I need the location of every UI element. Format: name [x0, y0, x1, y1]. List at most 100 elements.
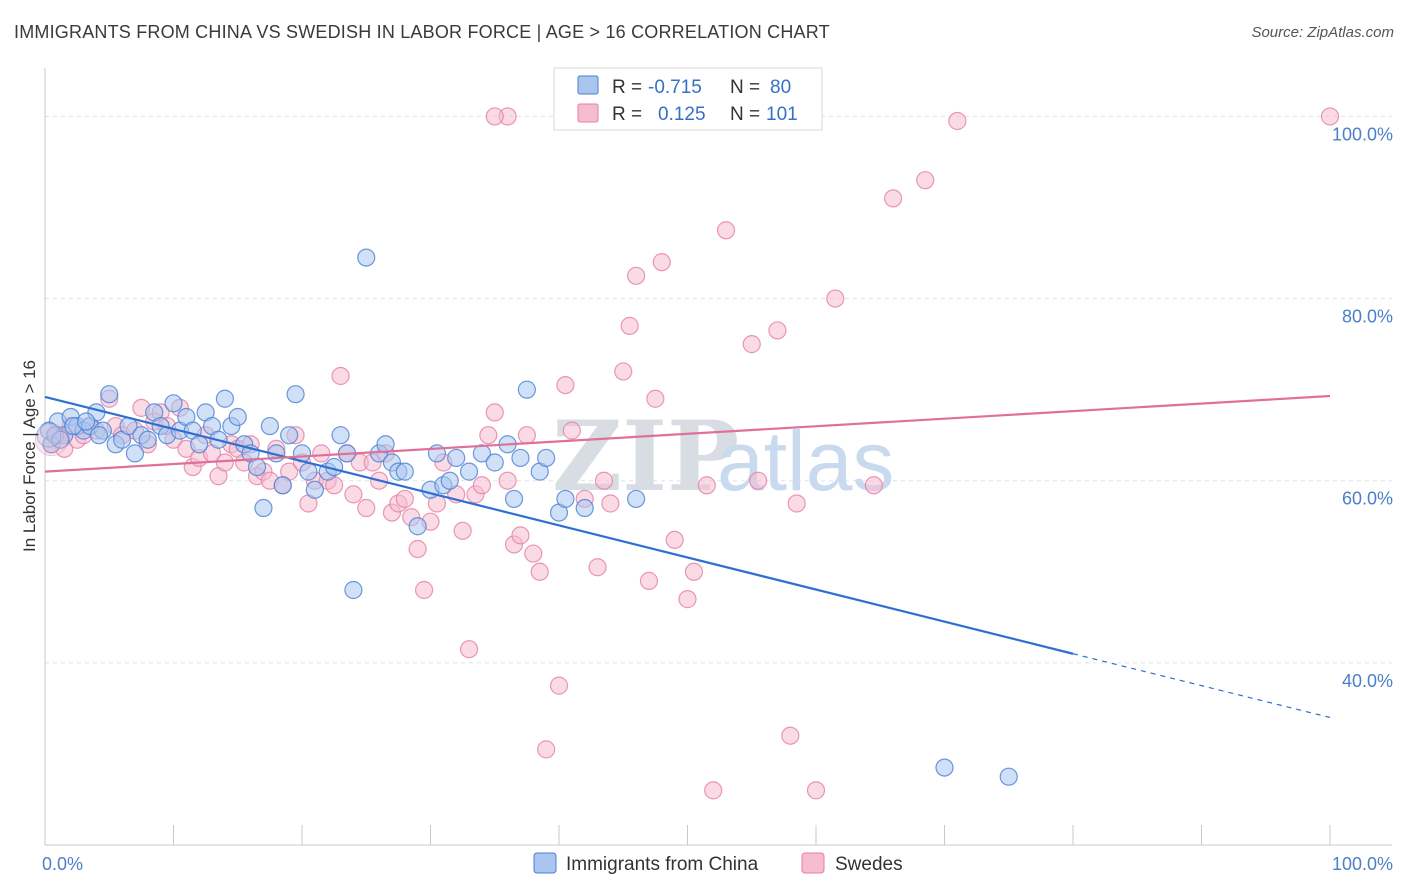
point-swedes [1320, 107, 1340, 126]
point-swedes [742, 335, 761, 354]
point-china [247, 457, 267, 477]
point-china [517, 380, 536, 399]
x-tick-label-end: 100.0% [1332, 854, 1393, 874]
trend-line-china [44, 395, 1074, 655]
point-swedes [549, 676, 569, 695]
point-swedes [479, 426, 498, 445]
point-swedes [665, 530, 684, 550]
point-swedes-cluster [34, 423, 68, 457]
point-swedes [601, 494, 620, 513]
point-swedes [646, 389, 665, 408]
axes-layer: 40.0% 60.0% 80.0% 100.0% 0.0% 100.0% [42, 68, 1393, 874]
point-swedes [864, 476, 883, 495]
point-china [626, 489, 646, 509]
point-china [260, 416, 279, 436]
point-swedes [485, 107, 504, 126]
chart-title: IMMIGRANTS FROM CHINA VS SWEDISH IN LABO… [14, 22, 830, 42]
point-swedes [459, 640, 479, 659]
trend-layer [44, 394, 1331, 719]
point-china [537, 448, 556, 468]
point-china [164, 394, 183, 413]
point-china [215, 389, 234, 408]
point-china [125, 444, 145, 463]
point-china [344, 580, 363, 600]
point-swedes [357, 498, 376, 518]
series-legend: Immigrants from China Swedes [533, 852, 903, 875]
point-china [254, 498, 273, 518]
x-tick-label-start: 0.0% [42, 854, 83, 874]
y-tick-label: 40.0% [1342, 671, 1393, 691]
point-china [77, 412, 96, 431]
point-swedes [530, 562, 549, 581]
y-axis-label: In Labor Force | Age > 16 [20, 360, 39, 552]
point-swedes [620, 316, 639, 335]
grid-layer [45, 115, 1392, 664]
watermark: ZIP atlas [552, 400, 894, 513]
point-swedes [588, 558, 607, 577]
point-china-cluster [36, 422, 62, 448]
point-swedes [697, 476, 716, 495]
point-swedes [453, 521, 472, 540]
point-swedes [626, 266, 646, 285]
point-china [357, 248, 376, 267]
point-china [89, 426, 109, 445]
point-china [935, 758, 954, 777]
point-china [100, 385, 119, 404]
point-swedes [806, 781, 826, 800]
legend-n-value-china: 80 [770, 77, 791, 98]
legend-r-label-swedes: R = [612, 104, 642, 125]
point-china [575, 498, 594, 518]
point-china [556, 489, 575, 509]
point-china [331, 426, 350, 445]
watermark-atlas: atlas [717, 414, 894, 508]
point-swedes [826, 289, 845, 308]
legend-n-label-china: N = [730, 77, 760, 98]
point-swedes [684, 562, 704, 581]
point-swedes [781, 726, 800, 745]
point-swedes [639, 571, 659, 590]
point-swedes [787, 494, 806, 513]
series-swatch-china [533, 852, 557, 874]
legend-swatch-china [577, 75, 599, 95]
y-tick-label: 100.0% [1332, 124, 1393, 144]
point-swedes [768, 321, 787, 340]
series-swatch-swedes [801, 852, 825, 874]
point-swedes [704, 781, 723, 800]
point-china [999, 767, 1018, 786]
point-swedes [948, 111, 967, 131]
point-china [286, 385, 305, 404]
point-swedes [517, 426, 536, 445]
point-swedes [916, 171, 935, 190]
legend-r-value-swedes: 0.125 [658, 104, 706, 125]
point-china [138, 430, 157, 449]
point-china [485, 453, 504, 472]
legend-r-value-china: -0.715 [648, 77, 702, 98]
legend-box [553, 67, 823, 131]
point-swedes [331, 366, 350, 386]
legend-r-label-china: R = [612, 77, 642, 98]
point-china [440, 471, 459, 490]
point-swedes [537, 740, 556, 759]
point-swedes [614, 362, 633, 381]
point-swedes [344, 485, 363, 504]
point-china [51, 430, 70, 449]
point-swedes [556, 375, 575, 395]
point-swedes [883, 189, 903, 208]
point-swedes [562, 421, 581, 440]
point-swedes [716, 221, 736, 240]
point-swedes [524, 544, 543, 563]
point-swedes [414, 580, 434, 600]
y-tick-label: 60.0% [1342, 489, 1393, 509]
trend-line-china-extension [1072, 653, 1331, 719]
point-swedes [395, 489, 414, 509]
point-china [511, 448, 530, 468]
point-china [395, 462, 414, 481]
point-swedes [498, 471, 517, 490]
point-swedes [472, 476, 491, 495]
point-swedes [215, 453, 234, 472]
point-china [299, 462, 318, 481]
point-china [228, 407, 247, 427]
trend-line-swedes [44, 394, 1331, 473]
point-swedes [408, 539, 427, 559]
